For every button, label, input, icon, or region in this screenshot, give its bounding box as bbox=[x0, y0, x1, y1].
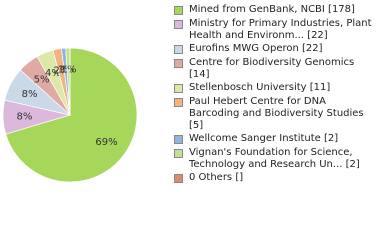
legend-swatch bbox=[174, 97, 183, 107]
legend-label: Wellcome Sanger Institute [2] bbox=[189, 133, 339, 144]
legend-item: Paul Hebert Centre for DNA Barcoding and… bbox=[174, 96, 374, 132]
slice-label: 2% bbox=[53, 65, 69, 76]
slice-label: 4% bbox=[45, 68, 61, 79]
legend-item: Stellenbosch University [11] bbox=[174, 82, 374, 94]
legend-swatch bbox=[174, 45, 183, 54]
legend-label: Eurofins MWG Operon [22] bbox=[189, 43, 323, 54]
slice-label: 8% bbox=[22, 89, 38, 100]
legend-swatch bbox=[174, 84, 183, 93]
legend: Mined from GenBank, NCBI [178] Ministry f… bbox=[174, 4, 374, 186]
pie-slice bbox=[5, 47, 138, 183]
legend-item: Centre for Biodiversity Genomics [14] bbox=[174, 57, 374, 81]
legend-item: Vignan's Foundation for Science, Technol… bbox=[174, 147, 374, 171]
slice-label: 5% bbox=[34, 74, 50, 85]
legend-swatch bbox=[174, 6, 183, 15]
legend-swatch bbox=[174, 135, 183, 144]
legend-swatch bbox=[174, 174, 183, 183]
legend-label: Stellenbosch University [11] bbox=[189, 82, 331, 93]
legend-label: Paul Hebert Centre for DNA Barcoding and… bbox=[189, 95, 364, 131]
legend-label: Mined from GenBank, NCBI [178] bbox=[189, 4, 355, 15]
pie-chart: 69%8%8%5%4%2%1%1% bbox=[2, 47, 138, 183]
legend-item: Ministry for Primary Industries, Plant H… bbox=[174, 18, 374, 42]
legend-swatch bbox=[174, 58, 183, 68]
slice-label: 8% bbox=[17, 111, 33, 122]
legend-swatch bbox=[174, 148, 183, 158]
legend-item: 0 Others [] bbox=[174, 172, 374, 184]
slice-label: 1% bbox=[61, 64, 77, 75]
legend-label: Vignan's Foundation for Science, Technol… bbox=[189, 146, 360, 170]
legend-label: Ministry for Primary Industries, Plant H… bbox=[189, 17, 372, 41]
legend-label: Centre for Biodiversity Genomics [14] bbox=[189, 56, 355, 80]
legend-swatch bbox=[174, 19, 183, 29]
legend-label: 0 Others [] bbox=[189, 172, 244, 183]
legend-item: Mined from GenBank, NCBI [178] bbox=[174, 4, 374, 16]
legend-item: Wellcome Sanger Institute [2] bbox=[174, 133, 374, 145]
legend-item: Eurofins MWG Operon [22] bbox=[174, 43, 374, 55]
slice-label: 1% bbox=[58, 65, 74, 76]
slice-label: 69% bbox=[95, 137, 117, 148]
